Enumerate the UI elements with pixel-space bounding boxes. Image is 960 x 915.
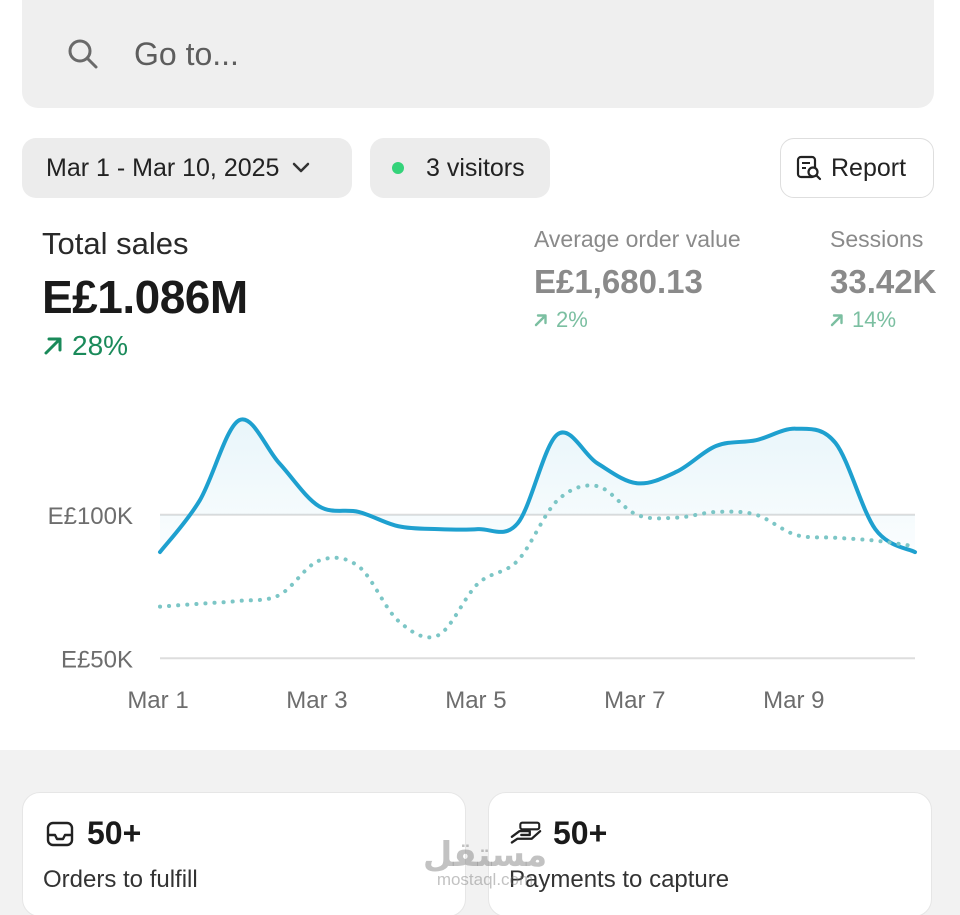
- aov-value: E£1,680.13: [534, 263, 703, 300]
- sessions-label: Sessions: [830, 226, 924, 252]
- x-tick-label: Mar 9: [763, 687, 824, 714]
- date-range-label: Mar 1 - Mar 10, 2025: [46, 153, 280, 182]
- orders-to-fulfill-card[interactable]: 50+ Orders to fulfill: [22, 792, 466, 915]
- sessions-change: 14%: [830, 307, 936, 333]
- orders-count: 50+: [87, 815, 142, 851]
- trend-up-icon: [830, 314, 843, 327]
- current-period-line: [158, 417, 917, 555]
- trend-up-icon: [44, 337, 62, 355]
- total-sales-value: E£1.086M: [42, 271, 248, 323]
- x-tick-label: Mar 7: [604, 687, 665, 714]
- total-sales-label: Total sales: [42, 226, 189, 261]
- search-input[interactable]: Go to...: [134, 35, 239, 72]
- x-tick-label: Mar 5: [445, 687, 506, 714]
- sales-chart[interactable]: E£100K E£50K Mar 1 Mar 3 Mar 5 Mar 7 Mar 9: [0, 400, 960, 730]
- live-visitors-button[interactable]: 3 visitors: [370, 138, 550, 198]
- chevron-down-icon: [291, 161, 311, 175]
- payments-count: 50+: [553, 815, 608, 851]
- visitors-label: 3 visitors: [426, 153, 525, 182]
- payment-hand-icon: [509, 817, 543, 851]
- orders-label: Orders to fulfill: [43, 866, 198, 893]
- sessions-value: 33.42K: [830, 263, 937, 300]
- live-status-dot: [392, 162, 404, 174]
- series-area: [160, 419, 915, 553]
- aov-change-value: 2%: [556, 307, 588, 332]
- x-tick-label: Mar 3: [286, 687, 347, 714]
- payments-to-capture-card[interactable]: 50+ Payments to capture: [488, 792, 932, 915]
- sessions-metric[interactable]: Sessions 33.42K 14%: [830, 226, 936, 333]
- date-range-picker[interactable]: Mar 1 - Mar 10, 2025: [22, 138, 352, 198]
- total-sales-change: 28%: [42, 330, 248, 362]
- filter-row: Mar 1 - Mar 10, 2025 3 visitors Report: [22, 138, 934, 198]
- inbox-icon: [43, 817, 77, 851]
- y-tick-label: E£50K: [61, 646, 133, 673]
- aov-change: 2%: [534, 307, 741, 333]
- sessions-change-value: 14%: [852, 307, 897, 332]
- search-bar[interactable]: Go to...: [22, 0, 934, 108]
- aov-label: Average order value: [534, 226, 741, 252]
- trend-up-icon: [534, 314, 547, 327]
- payments-label: Payments to capture: [509, 866, 730, 893]
- search-icon: [66, 37, 100, 71]
- total-sales-change-value: 28%: [72, 330, 129, 361]
- tasks-section: 50+ Orders to fulfill 50+ Payments to ca…: [0, 750, 960, 915]
- report-search-icon: [795, 154, 823, 182]
- comparison-period-line: [158, 483, 917, 640]
- total-sales-metric[interactable]: Total sales E£1.086M 28%: [42, 226, 248, 362]
- report-button[interactable]: Report: [780, 138, 934, 198]
- average-order-value-metric[interactable]: Average order value E£1,680.13 2%: [534, 226, 741, 333]
- y-tick-label: E£100K: [48, 503, 133, 530]
- x-tick-label: Mar 1: [127, 687, 188, 714]
- report-label: Report: [831, 153, 907, 182]
